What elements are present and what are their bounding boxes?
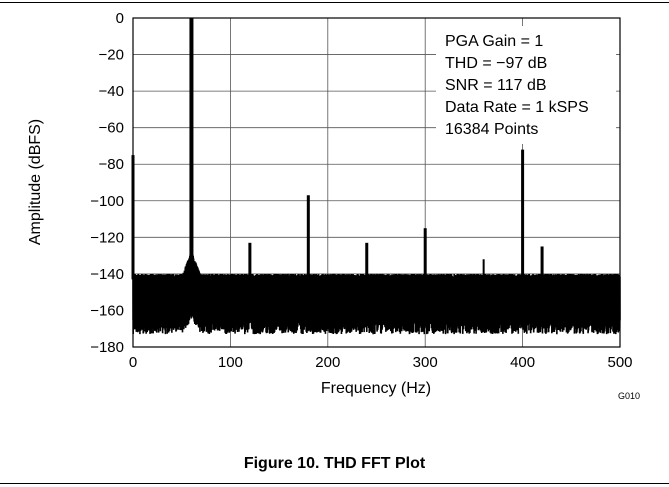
x-tick-label: 500: [607, 354, 632, 371]
y-tick-label: −120: [90, 229, 124, 246]
x-tick-label: 300: [413, 354, 438, 371]
y-tick-labels: 0 −20 −40 −60 −80 −100 −120 −140 −160 −180: [90, 10, 124, 356]
bottom-rule: [0, 483, 669, 484]
x-tick-label: 0: [129, 354, 137, 371]
top-rule: [0, 2, 669, 3]
y-tick-label: −20: [99, 47, 124, 64]
figure-caption: Figure 10. THD FFT Plot: [243, 455, 426, 472]
figure-code: G010: [618, 391, 640, 401]
noise-floor: [132, 252, 621, 335]
y-tick-label: 0: [116, 10, 124, 27]
x-tick-label: 400: [510, 354, 535, 371]
plot-frame: [132, 17, 621, 348]
y-tick-label: −160: [90, 302, 124, 319]
x-tick-label: 100: [218, 354, 243, 371]
x-axis-label: Frequency (Hz): [321, 380, 431, 397]
annotation-points: 16384 Points: [445, 121, 538, 138]
y-tick-label: −100: [90, 193, 124, 210]
x-tick-labels: 0 100 200 300 400 500: [129, 354, 633, 371]
y-tick-label: −180: [90, 339, 124, 356]
y-tick-label: −80: [99, 156, 124, 173]
annotation-box: [436, 26, 616, 144]
x-tick-label: 200: [315, 354, 340, 371]
y-tick-label: −40: [99, 83, 124, 100]
y-tick-label: −140: [90, 266, 124, 283]
annotation-pga-gain: PGA Gain = 1: [445, 33, 543, 50]
annotation-snr: SNR = 117 dB: [445, 77, 547, 94]
annotation-thd: THD = −97 dB: [445, 55, 547, 72]
y-tick-label: −60: [99, 120, 124, 137]
annotation-data-rate: Data Rate = 1 kSPS: [445, 99, 589, 116]
y-axis-label: Amplitude (dBFS): [27, 119, 44, 245]
